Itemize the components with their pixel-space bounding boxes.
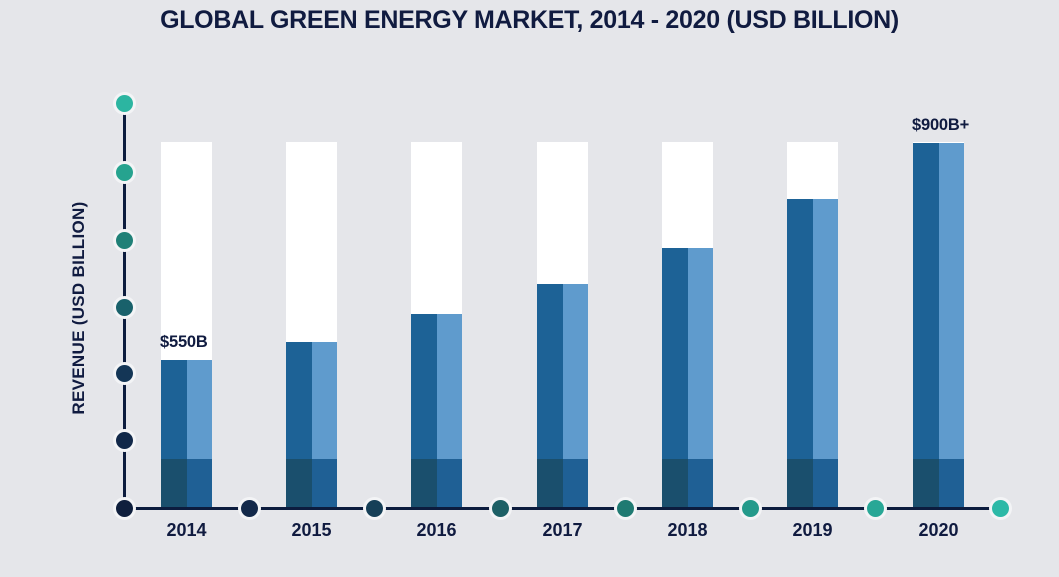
bar-base-band-left	[161, 459, 187, 508]
bar-base-band-left	[662, 459, 688, 508]
bar-left-segment	[913, 143, 939, 508]
x-axis-dot-marker	[365, 499, 383, 517]
x-axis-dot-marker	[240, 499, 258, 517]
y-axis-dot-marker	[115, 364, 133, 382]
bar-right-segment	[813, 199, 838, 508]
y-axis-dot-marker	[115, 163, 133, 181]
y-axis-dot-marker	[115, 231, 133, 249]
x-tick-label: 2018	[667, 520, 708, 540]
x-tick-label: 2017	[542, 520, 583, 540]
value-annotation: $550B	[160, 333, 208, 351]
x-tick-label: 2016	[416, 520, 457, 540]
bar-base-band-left	[913, 459, 939, 508]
x-axis-dot-marker	[991, 499, 1009, 517]
bar-base-band-left	[537, 459, 563, 508]
x-axis-dot-marker	[866, 499, 884, 517]
chart-title: GLOBAL GREEN ENERGY MARKET, 2014 - 2020 …	[160, 6, 899, 34]
bar-base-band-right	[939, 459, 964, 508]
x-axis-line	[124, 506, 1000, 510]
bar-base-band-left	[286, 459, 312, 508]
x-tick-label: 2014	[166, 520, 207, 540]
x-tick-label: 2019	[792, 520, 833, 540]
x-axis-dot-marker	[115, 499, 133, 517]
bar-base-band-left	[411, 459, 437, 508]
bar-left-segment	[787, 199, 813, 508]
bar-base-band-right	[563, 459, 588, 508]
x-axis-dot-marker	[741, 499, 759, 517]
y-axis-dot-marker	[115, 431, 133, 449]
y-axis-dot-marker	[115, 298, 133, 316]
x-tick-label: 2020	[918, 520, 959, 540]
bar-base-band-right	[437, 459, 462, 508]
bar-base-band-right	[187, 459, 212, 508]
x-axis-dot-marker	[616, 499, 634, 517]
bar-base-band-left	[787, 459, 813, 508]
value-annotation: $900B+	[912, 116, 970, 134]
bar-right-segment	[939, 143, 964, 508]
x-axis-dot-marker	[491, 499, 509, 517]
y-axis-dot-marker	[115, 94, 133, 112]
x-tick-label: 2015	[291, 520, 332, 540]
bar-base-band-right	[312, 459, 337, 508]
bar-base-band-right	[813, 459, 838, 508]
y-axis-title: REVENUE (USD BILLION)	[69, 201, 88, 415]
bar-base-band-right	[688, 459, 713, 508]
